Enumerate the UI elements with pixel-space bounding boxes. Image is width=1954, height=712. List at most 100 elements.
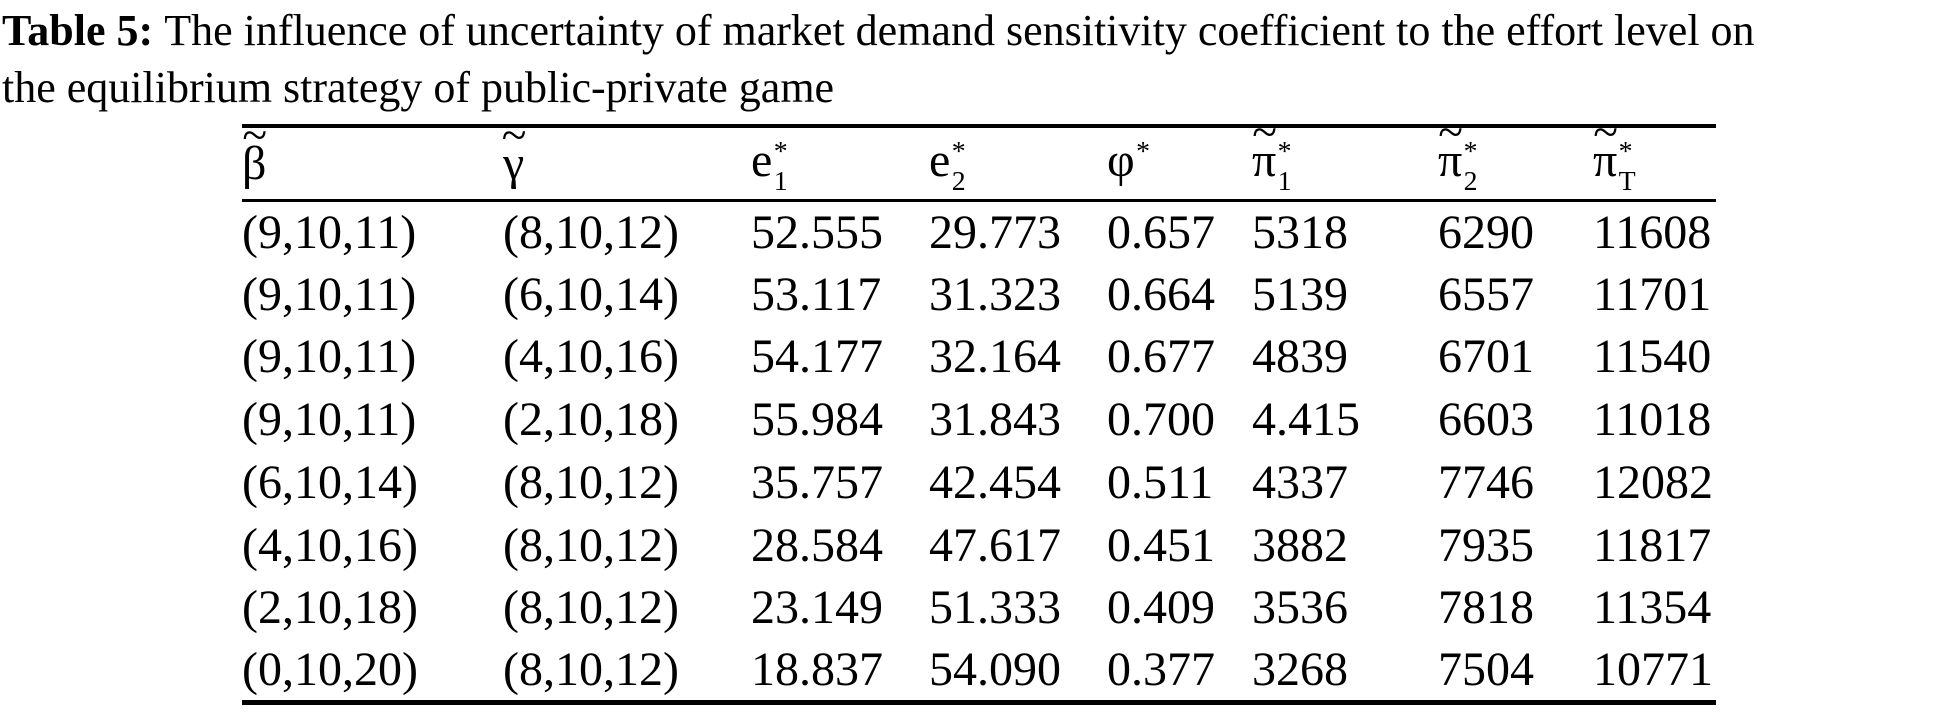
column-header-e1-star: e * 1 [751,126,929,202]
table-cell: (8,10,12) [503,518,679,572]
column-header-phi-star: φ * [1107,126,1252,202]
table-row: (6,10,14) (8,10,12) 35.757 42.454 0.511 4337 7… [242,451,1716,514]
header-scripts: * 2 [951,136,966,197]
column-header-e2-star: e * 2 [929,126,1107,202]
table-row: (9,10,11) (8,10,12) 52.555 29.773 0.657 5318 6… [242,200,1716,263]
table-cell: 4.415 [1252,393,1360,447]
table-cell: 29.773 [929,205,1061,259]
caption-text-line1: The influence of uncertainty of market d… [164,6,1755,55]
header-base-glyph: e [929,133,951,187]
header-superscript: * [773,136,788,168]
caption-label: Table 5: [2,6,154,55]
header-subscript [1136,167,1150,196]
table-cell: (2,10,18) [503,393,679,447]
table-cell: 11018 [1593,393,1712,447]
table-cell: 0.377 [1107,642,1215,696]
header-scripts: * 2 [1463,136,1478,197]
table-head: β ~ γ ~ e * 1 e * 2 φ * π ~ * 1 π ~ * 2 π ~ * T [242,105,1716,202]
header-row: β ~ γ ~ e * 1 e * 2 φ * π ~ * 1 π ~ * 2 π ~ * T [242,105,1716,202]
column-header-piT-star: π ~ * T [1593,109,1716,202]
table-cell: 6603 [1438,393,1534,447]
header-subscript: 2 [951,165,966,197]
header-superscript: * [1618,136,1633,168]
table-cell: (6,10,14) [242,455,418,509]
caption-line-2: the equilibrium strategy of public-priva… [2,59,1954,116]
tilde-accent: ~ [242,109,268,161]
table-cell: 7935 [1438,518,1534,572]
table-cell: (8,10,12) [503,642,679,696]
table-cell: 6290 [1438,205,1534,259]
table-row: (9,10,11) (2,10,18) 55.984 31.843 0.700 4.415… [242,388,1716,451]
header-scripts: * 1 [1277,136,1292,197]
table-cell: 6557 [1438,267,1534,321]
header-symbol: β ~ [242,109,268,191]
table-cell: (0,10,20) [242,642,418,696]
table-cell: 32.164 [929,330,1061,384]
table-row: (9,10,11) (6,10,14) 53.117 31.323 0.664 5139 6… [242,263,1716,326]
header-superscript: * [1136,136,1151,168]
header-symbol: e * 1 [751,133,788,196]
column-header-pi2-star: π ~ * 2 [1438,105,1593,202]
table-cell: (2,10,18) [242,581,418,635]
header-superscript: * [1463,136,1478,168]
table-cell: 10771 [1593,642,1713,696]
header-symbol: γ ~ [501,109,527,191]
header-base-glyph: β ~ [242,109,268,190]
header-superscript: * [1277,136,1292,168]
table-cell: 31.323 [929,267,1061,321]
table-cell: 12082 [1593,455,1713,509]
table-cell: 31.843 [929,393,1061,447]
table-cell: 47.617 [929,518,1061,572]
table-row: (4,10,16) (8,10,12) 28.584 47.617 0.451 3882 7… [242,514,1716,577]
table-row: (2,10,18) (8,10,12) 23.149 51.333 0.409 3536 7… [242,577,1716,640]
table-cell: 0.409 [1107,581,1215,635]
caption-line-1: Table 5: The influence of uncertainty of … [2,2,1954,59]
table-cell: 11608 [1593,205,1712,259]
table-cell: 3268 [1252,642,1348,696]
header-superscript: * [951,136,966,168]
results-table: β ~ γ ~ e * 1 e * 2 φ * π ~ * 1 π ~ * 2 π ~ * T (9,10,11) (8,10,… [242,105,1716,705]
table-cell: 7504 [1438,642,1534,696]
header-base-glyph: π ~ [1438,105,1463,187]
table-cell: 3882 [1252,518,1348,572]
table-cell: (9,10,11) [242,330,417,384]
table-cell: 0.511 [1107,455,1214,509]
column-header-beta-tilde: β ~ [242,109,503,202]
table-cell: 11540 [1593,330,1712,384]
header-base-glyph: γ ~ [501,109,527,190]
header-subscript: 2 [1463,165,1478,197]
table-cell: 18.837 [751,642,883,696]
header-symbol: π ~ * 2 [1438,105,1478,197]
header-symbol: π ~ * T [1593,109,1636,196]
table-cell: (8,10,12) [503,205,679,259]
table-cell: 54.177 [751,330,883,384]
header-symbol: φ * [1107,133,1150,194]
table-cell: 52.555 [751,205,883,259]
column-header-pi1-star: π ~ * 1 [1252,109,1438,202]
table-cell: 0.451 [1107,518,1215,572]
table-cell: (8,10,12) [503,455,679,509]
table-cell: 51.333 [929,581,1061,635]
table-cell: 0.700 [1107,393,1215,447]
table-cell: 4839 [1252,330,1348,384]
table-cell: (9,10,11) [242,267,417,321]
table-row: (0,10,20) (8,10,12) 18.837 54.090 0.377 3268 7… [242,639,1716,702]
header-scripts: * [1136,136,1151,196]
tilde-accent: ~ [501,109,527,161]
table-cell: 5139 [1252,267,1348,321]
table-cell: 7746 [1438,455,1534,509]
header-symbol: π ~ * 1 [1252,109,1292,197]
table-cell: 53.117 [751,267,882,321]
table-cell: (9,10,11) [242,205,417,259]
tilde-accent: ~ [1252,105,1277,157]
header-subscript: 1 [1277,165,1292,197]
tilde-accent: ~ [1593,105,1618,157]
header-base-glyph: e [751,133,773,187]
table-cell: (9,10,11) [242,393,417,447]
table-body: (9,10,11) (8,10,12) 52.555 29.773 0.657 5318 6… [242,200,1716,702]
table-cell: (4,10,16) [242,518,418,572]
table-cell: 11817 [1593,518,1712,572]
tilde-accent: ~ [1438,105,1463,157]
column-header-gamma-tilde: γ ~ [501,109,751,202]
